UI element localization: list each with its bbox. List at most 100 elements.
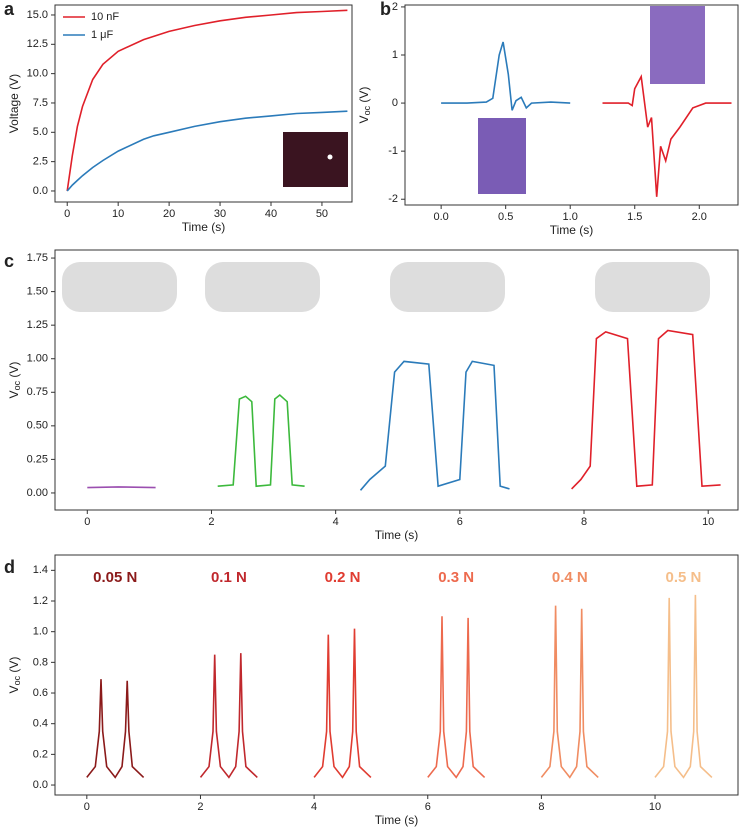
y-tick-label: 0.4 xyxy=(33,718,48,730)
glove-photo xyxy=(390,262,505,312)
data-line xyxy=(66,110,348,192)
y-tick-label: 0.0 xyxy=(33,779,48,791)
x-tick-label: 8 xyxy=(581,516,587,528)
inset-dot xyxy=(327,154,333,160)
x-tick-label: 2.0 xyxy=(692,211,707,223)
y-tick-label: 0.6 xyxy=(33,687,48,699)
y-tick-label: 1.4 xyxy=(33,564,48,576)
legend-label: 1 μF xyxy=(91,29,114,41)
y-axis-label-part: V xyxy=(357,115,371,123)
y-tick-label: 2.5 xyxy=(33,156,48,168)
x-tick-label: 10 xyxy=(702,516,714,528)
data-line xyxy=(359,360,510,491)
y-tick-label: 10.0 xyxy=(27,68,48,80)
y-tick-label: 1.75 xyxy=(27,252,48,264)
y-tick-label: 0.75 xyxy=(27,386,48,398)
data-line xyxy=(199,653,258,779)
data-line xyxy=(86,679,145,779)
y-axis-label: Voc (V) xyxy=(7,657,22,694)
annotation: 0.5 N xyxy=(666,569,702,586)
x-tick-label: 8 xyxy=(538,801,544,813)
y-tick-label: 1.25 xyxy=(27,319,48,331)
y-tick-label: 5.0 xyxy=(33,126,48,138)
annotation: 0.05 N xyxy=(93,569,137,586)
y-axis-label-part: oc xyxy=(12,675,22,685)
data-line xyxy=(66,9,348,192)
x-tick-label: 0.0 xyxy=(433,211,448,223)
glove-photo xyxy=(595,262,710,312)
y-axis-label-part: V xyxy=(7,390,21,398)
y-tick-label: 1.2 xyxy=(33,595,48,607)
x-tick-label: 10 xyxy=(649,801,661,813)
data-line xyxy=(313,628,372,779)
data-line xyxy=(217,393,305,488)
data-line xyxy=(441,41,571,111)
x-axis-label: Time (s) xyxy=(182,220,226,234)
x-tick-label: 4 xyxy=(333,516,339,528)
arm-photo xyxy=(650,6,705,84)
y-axis-label-part: (V) xyxy=(357,87,371,106)
y-tick-label: 0.8 xyxy=(33,656,48,668)
arm-photo xyxy=(478,118,526,194)
x-axis-label: Time (s) xyxy=(550,223,594,237)
y-tick-label: 1.00 xyxy=(27,353,48,365)
x-tick-label: 0 xyxy=(64,208,70,220)
annotation: 0.4 N xyxy=(552,569,588,586)
data-line xyxy=(654,594,713,779)
x-tick-label: 0 xyxy=(84,516,90,528)
legend-label: 10 nF xyxy=(91,11,119,23)
y-axis-label-part: (V) xyxy=(7,362,21,381)
x-tick-label: 40 xyxy=(265,208,277,220)
glove-photo xyxy=(62,262,177,312)
y-axis-label-part: V xyxy=(7,685,21,693)
y-axis-label-part: oc xyxy=(12,380,22,390)
y-tick-label: 7.5 xyxy=(33,97,48,109)
plot-frame xyxy=(54,4,353,203)
x-axis-label: Time (s) xyxy=(375,813,419,827)
data-line xyxy=(571,329,721,490)
annotation: 0.1 N xyxy=(211,569,247,586)
y-axis-label-part: oc xyxy=(362,105,372,115)
y-tick-label: 0.0 xyxy=(33,185,48,197)
x-tick-label: 20 xyxy=(163,208,175,220)
plot-frame xyxy=(404,4,739,206)
panel-label: c xyxy=(4,251,14,271)
plot-frame xyxy=(54,554,739,796)
y-tick-label: 0.2 xyxy=(33,748,48,760)
panel-label: d xyxy=(4,557,15,577)
x-tick-label: 1.5 xyxy=(627,211,642,223)
x-tick-label: 2 xyxy=(208,516,214,528)
x-tick-label: 10 xyxy=(112,208,124,220)
y-tick-label: 12.5 xyxy=(27,38,48,50)
y-tick-label: 0 xyxy=(392,97,398,109)
inset-image xyxy=(283,132,348,187)
x-tick-label: 0 xyxy=(84,801,90,813)
annotation: 0.2 N xyxy=(325,569,361,586)
y-axis-label: Voc (V) xyxy=(357,87,372,124)
y-axis-label: Voc (V) xyxy=(7,362,22,399)
x-tick-label: 6 xyxy=(457,516,463,528)
data-line xyxy=(427,616,486,779)
y-tick-label: 1 xyxy=(392,49,398,61)
y-tick-label: 1.50 xyxy=(27,286,48,298)
x-tick-label: 30 xyxy=(214,208,226,220)
x-tick-label: 4 xyxy=(311,801,317,813)
y-tick-label: 1.0 xyxy=(33,626,48,638)
y-tick-label: 0.00 xyxy=(27,487,48,499)
y-tick-label: 0.25 xyxy=(27,453,48,465)
y-axis-label: Voltage (V) xyxy=(7,74,21,133)
annotation: 0.3 N xyxy=(438,569,474,586)
x-tick-label: 6 xyxy=(425,801,431,813)
y-tick-label: 0.50 xyxy=(27,420,48,432)
data-line xyxy=(540,605,599,779)
y-axis-label-part: (V) xyxy=(7,657,21,676)
data-line xyxy=(87,486,156,489)
y-tick-label: -1 xyxy=(388,145,398,157)
x-tick-label: 0.5 xyxy=(498,211,513,223)
x-tick-label: 1.0 xyxy=(563,211,578,223)
data-line xyxy=(602,74,732,197)
y-tick-label: 2 xyxy=(392,1,398,13)
panel-label: b xyxy=(380,0,391,19)
glove-photo xyxy=(205,262,320,312)
